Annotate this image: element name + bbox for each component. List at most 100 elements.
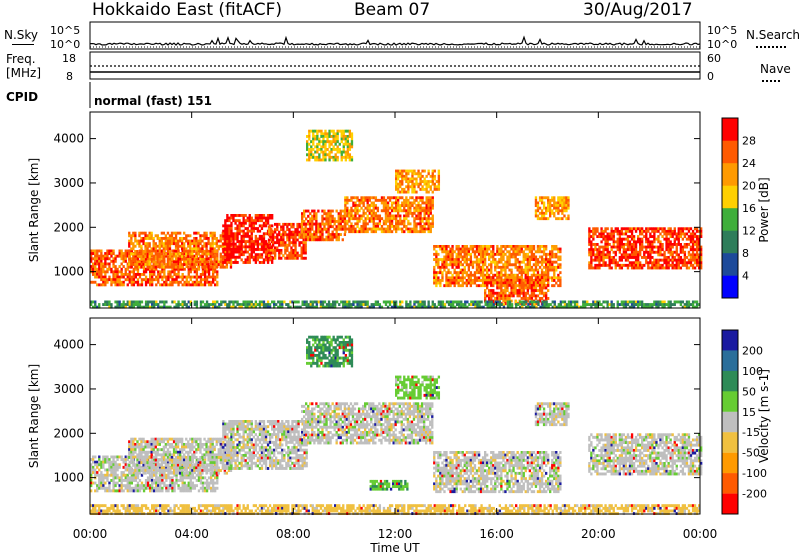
range-cell [683,232,687,236]
range-cell [443,265,446,269]
range-cell [522,258,525,262]
range-cell [632,253,636,257]
range-cell [502,281,505,285]
range-cell [250,242,253,246]
range-cell [168,244,172,248]
range-cell [346,219,349,223]
range-cell [524,252,527,256]
range-cell [675,235,678,239]
range-cell [352,300,355,304]
range-cell [90,267,93,271]
range-cell [244,234,247,238]
range-cell [561,201,564,205]
range-cell [104,265,107,269]
range-cell [590,229,593,233]
range-cell [506,281,509,285]
range-cell [360,300,363,304]
range-cell [626,263,630,267]
range-cell [687,237,691,241]
range-cell [449,279,452,282]
range-cell [667,266,670,270]
range-cell [475,250,479,254]
range-cell [685,237,689,241]
range-cell [413,230,416,234]
range-cell [683,261,687,265]
range-cell [130,278,134,282]
range-cell [148,242,151,246]
range-cell [234,227,237,231]
range-cell [520,271,523,275]
range-cell [260,224,264,228]
range-cell [464,300,467,304]
range-cell [479,258,483,262]
range-cell [376,209,380,213]
range-cell [641,245,644,249]
range-cell [467,263,471,267]
range-cell [481,276,485,280]
range-cell [520,273,523,277]
range-cell [264,224,268,228]
range-cell [223,244,227,248]
range-cell [164,234,168,238]
range-cell [459,255,462,259]
range-cell [162,250,166,253]
range-cell [191,260,194,264]
range-cell [547,289,550,293]
range-cell [531,303,534,307]
range-cell [176,265,180,269]
range-cell [224,219,227,223]
range-cell [457,250,460,254]
range-cell [536,273,540,277]
range-cell [274,254,277,258]
range-cell [185,239,188,243]
range-cell [455,247,458,251]
range-cell [173,280,176,284]
range-cell [524,255,527,259]
range-cell [98,257,101,261]
range-cell [195,260,198,264]
range-cell [280,235,283,239]
range-cell [695,245,699,249]
range-cell [471,247,475,251]
range-cell [132,255,135,259]
range-cell [126,254,129,258]
range-cell [288,233,291,237]
range-cell [136,265,139,269]
range-cell [522,252,525,256]
range-cell [405,185,408,189]
range-cell [665,248,668,252]
range-cell [108,300,111,304]
range-cell [128,263,131,267]
range-cell [366,303,369,307]
range-cell [512,278,515,282]
range-cell [419,172,422,176]
range-cell [308,155,311,159]
range-cell [246,245,249,249]
range-cell [401,196,404,200]
range-cell [309,230,312,234]
range-cell [157,262,160,266]
range-cell [344,303,347,307]
range-cell [317,222,320,226]
range-cell [278,238,281,242]
range-cell [528,297,532,300]
range-cell [334,155,337,159]
range-cell [655,227,658,231]
range-cell [594,243,597,246]
range-cell [547,265,550,269]
range-cell [232,237,235,241]
range-cell [124,273,127,276]
range-cell [344,206,347,210]
range-cell [647,243,650,246]
range-cell [490,260,493,264]
range-cell [185,250,188,253]
range-cell [252,255,256,259]
range-cell [588,266,591,270]
range-cell [651,227,654,231]
range-cell [530,291,534,295]
range-cell [144,270,148,274]
range-cell [315,300,319,304]
range-cell [484,263,487,267]
range-cell [321,209,324,213]
range-cell [620,258,624,262]
